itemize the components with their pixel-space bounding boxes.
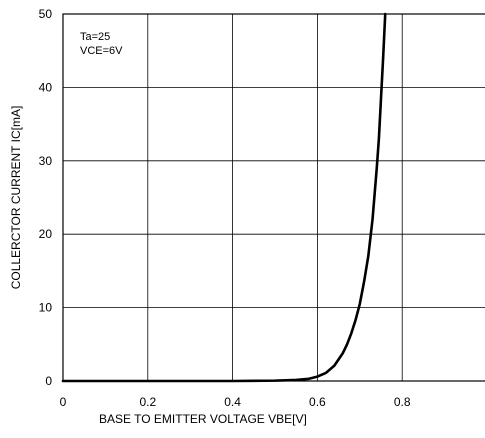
y-tick-label: 20: [39, 227, 53, 241]
annotations: Ta=25 VCE=6V: [80, 31, 123, 57]
plot-frame: [62, 13, 485, 382]
x-tick-label: 0.2: [139, 395, 156, 409]
y-axis-label: COLLERCTOR CURRENT IC[mA]: [9, 106, 23, 290]
x-tick-label: 0.6: [309, 395, 326, 409]
y-tick-label: 10: [39, 301, 53, 315]
annotation-text: VCE=6V: [80, 45, 123, 57]
annotation-text: Ta=25: [80, 31, 110, 43]
y-tick-labels: 0 10 20 30 40 50: [39, 7, 53, 388]
x-tick-labels: 0 0.2 0.4 0.6 0.8: [60, 395, 411, 409]
x-tick-label: 0: [60, 395, 67, 409]
y-tick-label: 30: [39, 154, 53, 168]
x-axis-label: BASE TO EMITTER VOLTAGE VBE[V]: [99, 412, 307, 426]
y-tick-label: 0: [45, 374, 52, 388]
series-line: [61, 12, 387, 383]
y-tick-label: 40: [39, 80, 53, 94]
y-tick-label: 50: [39, 7, 53, 21]
x-tick-label: 0.8: [394, 395, 411, 409]
grid: [63, 14, 485, 381]
x-tick-label: 0.4: [224, 395, 241, 409]
curve-layer: [61, 12, 387, 383]
